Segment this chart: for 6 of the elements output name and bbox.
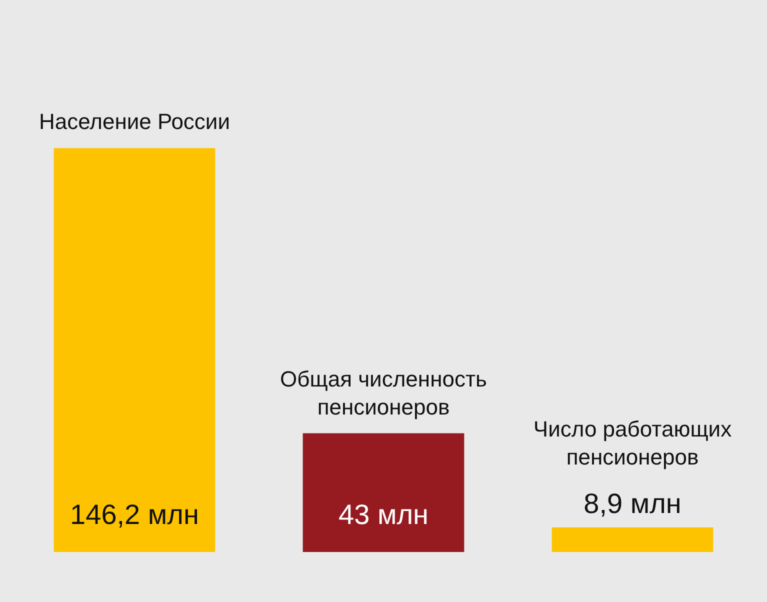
- data-label: 43 млн: [338, 499, 428, 530]
- data-label: 146,2 млн: [70, 499, 199, 530]
- data-label: 8,9 млн: [584, 488, 682, 520]
- x-tick-label: Число работающих пенсионеров: [533, 416, 732, 470]
- x-tick-label: Население России: [38, 109, 230, 134]
- x-tick-label: Общая численность пенсионеров: [280, 366, 487, 420]
